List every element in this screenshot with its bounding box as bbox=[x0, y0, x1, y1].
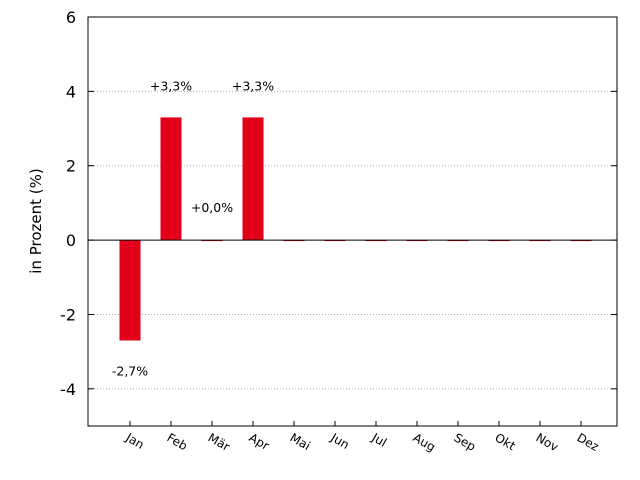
x-tick-label: Aug bbox=[411, 430, 438, 454]
data-label: +3,3% bbox=[150, 78, 192, 93]
bar-feb bbox=[160, 117, 182, 241]
x-tick-label: Mär bbox=[206, 430, 233, 453]
x-tick-label: Nov bbox=[534, 430, 561, 454]
x-tick-label: Apr bbox=[247, 430, 272, 453]
x-tick-label: Feb bbox=[165, 430, 190, 453]
x-tick-label: Jul bbox=[369, 430, 389, 450]
y-axis-label: in Prozent (%) bbox=[27, 168, 45, 273]
data-label: -2,7% bbox=[112, 363, 148, 378]
bars bbox=[119, 117, 592, 341]
x-tick-label: Okt bbox=[493, 430, 519, 453]
y-tick-label: 2 bbox=[66, 157, 76, 176]
plot-frame bbox=[87, 16, 618, 427]
y-axis: -4 -2 0 2 4 6 bbox=[60, 8, 617, 399]
y-tick-label: -2 bbox=[60, 305, 76, 324]
x-tick-label: Sep bbox=[452, 430, 479, 453]
x-tick-label: Dez bbox=[575, 430, 602, 454]
bar-apr bbox=[242, 117, 264, 241]
y-tick-label: -4 bbox=[60, 380, 76, 399]
bar-jan bbox=[119, 240, 141, 341]
grid-lines bbox=[88, 90, 617, 390]
y-tick-label: 0 bbox=[66, 231, 76, 250]
y-tick-label: 6 bbox=[66, 8, 76, 27]
data-label: +0,0% bbox=[191, 200, 233, 215]
x-tick-label: Mai bbox=[288, 430, 313, 453]
x-tick-label: Jun bbox=[328, 430, 352, 452]
x-tick-label: Jan bbox=[123, 430, 147, 452]
y-tick-label: 4 bbox=[66, 82, 76, 101]
data-label: +3,3% bbox=[232, 78, 274, 93]
data-labels: -2,7% +3,3% +0,0% +3,3% bbox=[112, 78, 274, 378]
